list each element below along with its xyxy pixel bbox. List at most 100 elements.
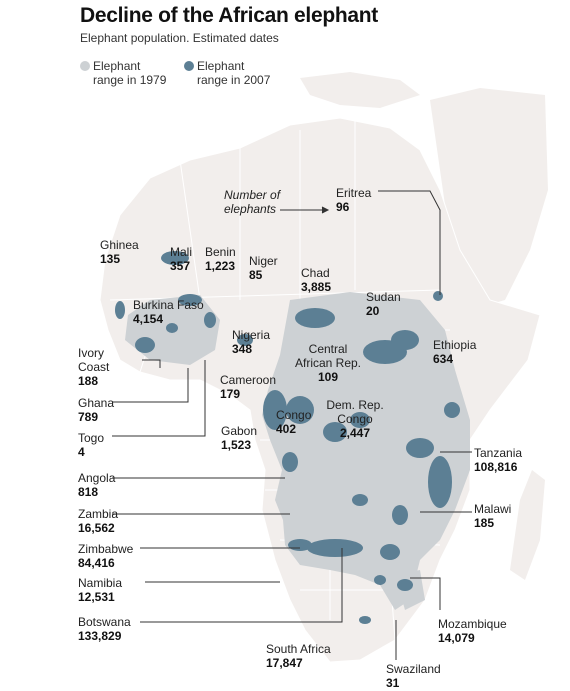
europe-landmass — [300, 72, 420, 108]
malawi-name: Malawi — [474, 502, 512, 516]
label-mali: Mali 357 — [170, 245, 192, 273]
niger-name: Niger — [249, 254, 278, 268]
burkina-faso-name: Burkina Faso — [133, 298, 204, 312]
botswana-name: Botswana — [78, 615, 131, 629]
zimbabwe-name: Zimbabwe — [78, 542, 134, 556]
eritrea-value: 96 — [336, 200, 350, 214]
togo-name: Togo — [78, 431, 105, 445]
label-swaziland: Swaziland 31 — [386, 662, 441, 690]
car-name2: African Rep. — [294, 356, 362, 370]
ghinea-name: Ghinea — [100, 238, 139, 252]
range-2007 — [115, 251, 460, 624]
drc-value: 2,447 — [339, 426, 371, 440]
label-cameroon: Cameroon 179 — [220, 373, 276, 401]
label-eritrea: Eritrea 96 — [336, 186, 371, 214]
label-togo: Togo 4 — [78, 431, 104, 459]
ghana-name: Ghana — [78, 396, 115, 410]
annotation-number-of-elephants: Number of elephants — [224, 188, 280, 216]
legend-1979-swatch — [80, 61, 90, 71]
nigeria-name: Nigeria — [232, 328, 271, 342]
cameroon-value: 179 — [220, 387, 241, 401]
drc-name1: Dem. Rep. — [326, 398, 384, 412]
label-namibia: Namibia 12,531 — [78, 576, 122, 604]
car-value: 109 — [317, 370, 339, 384]
congo-value: 402 — [276, 422, 297, 436]
label-malawi: Malawi 185 — [474, 502, 511, 530]
legend-2007: Elephant range in 2007 — [184, 59, 271, 87]
subtitle: Elephant population. Estimated dates — [80, 31, 279, 45]
cameroon-name: Cameroon — [220, 373, 277, 387]
label-ghinea: Ghinea 135 — [100, 238, 139, 266]
legend-2007-line2: range in 2007 — [197, 73, 271, 87]
south-africa-value: 17,847 — [266, 656, 303, 670]
namibia-value: 12,531 — [78, 590, 115, 604]
label-gabon: Gabon 1,523 — [221, 424, 257, 452]
mali-name: Mali — [170, 245, 193, 259]
label-zambia: Zambia 16,562 — [78, 507, 118, 535]
burkina-faso-value: 4,154 — [133, 312, 164, 326]
zambia-name: Zambia — [78, 507, 119, 521]
benin-name: Benin — [205, 245, 236, 259]
zambia-value: 16,562 — [78, 521, 115, 535]
swaziland-value: 31 — [386, 676, 400, 690]
ghana-value: 789 — [78, 410, 99, 424]
ivory-coast-value: 188 — [78, 374, 99, 388]
ethiopia-value: 634 — [433, 352, 454, 366]
label-ivory-coast: Ivory Coast 188 — [78, 346, 109, 388]
ivory-coast-name1: Ivory — [78, 346, 105, 360]
label-burkina-faso: Burkina Faso 4,154 — [133, 298, 204, 326]
swaziland-name: Swaziland — [386, 662, 441, 676]
ethiopia-name: Ethiopia — [433, 338, 477, 352]
label-niger: Niger 85 — [249, 254, 278, 282]
label-dem-rep-congo: Dem. Rep. Congo 2,447 — [326, 398, 383, 440]
label-benin: Benin 1,223 — [205, 245, 236, 273]
madagascar-landmass — [510, 470, 545, 580]
drc-name2: Congo — [337, 412, 373, 426]
togo-value: 4 — [78, 445, 85, 459]
label-mozambique: Mozambique 14,079 — [438, 617, 507, 645]
angola-name: Angola — [78, 471, 116, 485]
leader-lines — [112, 190, 472, 660]
sudan-name: Sudan — [366, 290, 401, 304]
tanzania-value: 108,816 — [474, 460, 518, 474]
tanzania-name: Tanzania — [474, 446, 523, 460]
car-name1: Central — [308, 342, 348, 356]
chad-name: Chad — [301, 266, 330, 280]
label-central-african-rep: Central African Rep. 109 — [295, 342, 361, 384]
botswana-value: 133,829 — [78, 629, 122, 643]
angola-value: 818 — [78, 485, 99, 499]
zimbabwe-value: 84,416 — [78, 556, 115, 570]
niger-value: 85 — [249, 268, 263, 282]
namibia-name: Namibia — [78, 576, 123, 590]
legend-2007-swatch — [184, 61, 194, 71]
mozambique-name: Mozambique — [438, 617, 507, 631]
legend-1979-line2: range in 1979 — [93, 73, 167, 87]
legend-1979: Elephant range in 1979 — [80, 59, 167, 87]
mali-value: 357 — [170, 259, 191, 273]
label-chad: Chad 3,885 — [301, 266, 331, 294]
mozambique-value: 14,079 — [438, 631, 475, 645]
sudan-value: 20 — [366, 304, 380, 318]
label-congo: Congo 402 — [276, 408, 311, 436]
annotation-line1: Number of — [224, 188, 281, 202]
congo-name: Congo — [276, 408, 312, 422]
label-south-africa: South Africa 17,847 — [266, 642, 331, 670]
label-angola: Angola 818 — [78, 471, 115, 499]
legend-2007-line1: Elephant — [197, 59, 245, 73]
label-ethiopia: Ethiopia 634 — [433, 338, 476, 366]
malawi-value: 185 — [474, 516, 495, 530]
south-africa-name: South Africa — [266, 642, 331, 656]
label-zimbabwe: Zimbabwe 84,416 — [78, 542, 133, 570]
label-tanzania: Tanzania 108,816 — [474, 446, 522, 474]
legend-1979-line1: Elephant — [93, 59, 141, 73]
label-ghana: Ghana 789 — [78, 396, 114, 424]
gabon-value: 1,523 — [221, 438, 252, 452]
benin-value: 1,223 — [205, 259, 236, 273]
gabon-name: Gabon — [221, 424, 258, 438]
nigeria-value: 348 — [232, 342, 253, 356]
label-nigeria: Nigeria 348 — [232, 328, 270, 356]
label-botswana: Botswana 133,829 — [78, 615, 131, 643]
eritrea-name: Eritrea — [336, 186, 372, 200]
chad-value: 3,885 — [301, 280, 332, 294]
